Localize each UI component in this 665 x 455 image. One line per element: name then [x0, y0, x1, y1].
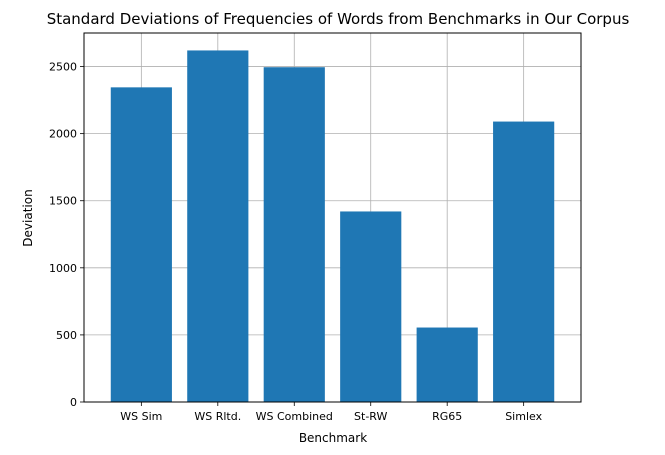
x-tick-label: WS Combined — [256, 410, 333, 423]
bar-2 — [263, 67, 325, 402]
y-tick-label: 1000 — [49, 262, 77, 275]
bar-4 — [416, 327, 478, 402]
plot-frame — [83, 32, 582, 403]
y-tick-label: 1500 — [49, 195, 77, 208]
bar-5 — [493, 121, 555, 402]
bar-1 — [187, 50, 249, 403]
x-tick-label: Simlex — [505, 410, 542, 423]
y-axis-label: Deviation — [21, 189, 35, 246]
y-axis-ticks: 0 500 1000 1500 2000 2500 — [49, 61, 84, 409]
bars — [110, 50, 555, 403]
x-tick-label: WS Sim — [120, 410, 162, 423]
x-axis-ticks: WS Sim WS Rltd. WS Combined St-RW RG65 Simlex — [120, 402, 543, 423]
y-tick-label: 0 — [70, 396, 77, 409]
x-tick-label: WS Rltd. — [194, 410, 241, 423]
y-tick-label: 2500 — [49, 61, 77, 74]
chart-title: Standard Deviations of Frequencies of Wo… — [47, 10, 630, 28]
x-axis-label: Benchmark — [299, 431, 367, 445]
x-tick-label: RG65 — [432, 410, 462, 423]
bar-3 — [340, 211, 402, 402]
y-tick-label: 2000 — [49, 128, 77, 141]
y-tick-label: 500 — [56, 329, 77, 342]
x-tick-label: St-RW — [354, 410, 387, 423]
bar-0 — [110, 87, 172, 403]
